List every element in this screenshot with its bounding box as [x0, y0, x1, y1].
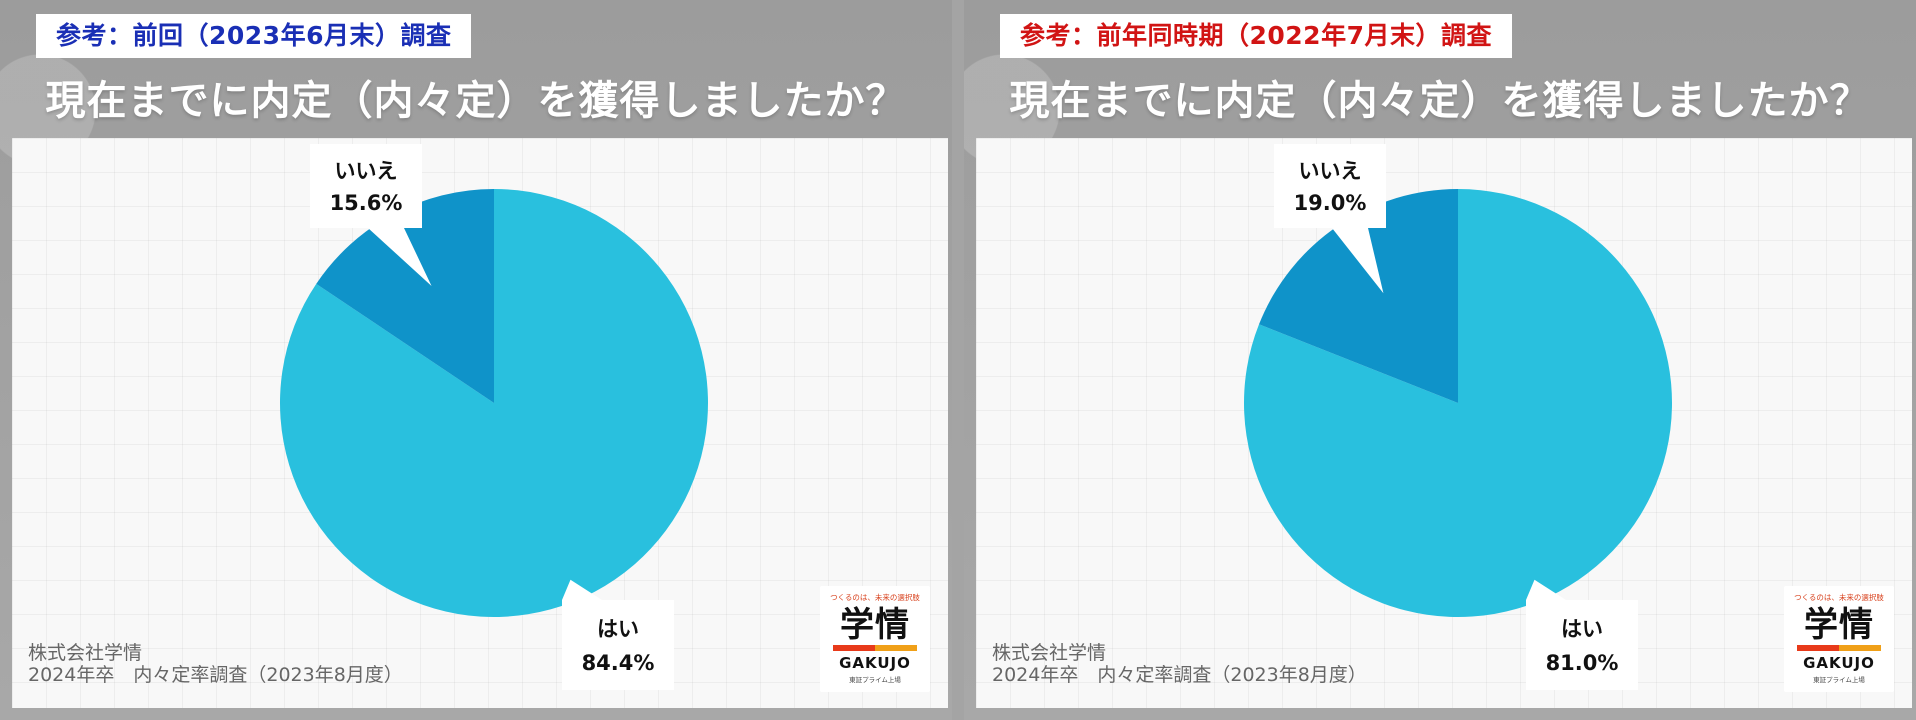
gakujo-logo: つくるのは、未来の選択肢 学情 GAKUJO 東証プライム上場: [1784, 586, 1894, 692]
footer-survey-name: 2024年卒 内々定率調査（2023年8月度）: [28, 664, 403, 686]
pie-label-yes: はい: [597, 617, 639, 641]
logo-wordmark: GAKUJO: [1803, 654, 1875, 672]
logo-mark: 学情: [1804, 605, 1874, 645]
logo-mark: 学情: [840, 605, 910, 645]
pie-value-yes: 81.0%: [1546, 651, 1619, 675]
logo-color-bar: [833, 645, 917, 651]
chart-area: いいえ 19.0% はい 81.0% 株式会社学情 2024年卒 内々定率調査（202…: [976, 138, 1912, 708]
gakujo-logo: つくるのは、未来の選択肢 学情 GAKUJO 東証プライム上場: [820, 586, 930, 692]
chart-title: 現在までに内定（内々定）を獲得しましたか？: [1009, 78, 1871, 124]
footer-survey-name: 2024年卒 内々定率調査（2023年8月度）: [992, 664, 1367, 686]
pie-label-no: いいえ: [335, 159, 398, 183]
logo-listing: 東証プライム上場: [849, 676, 901, 684]
chart-area: いいえ 15.6% はい 84.4% 株式会社学情 2024年卒 内々定率調査（202…: [12, 138, 948, 708]
pie-value-no: 15.6%: [330, 191, 403, 215]
footer-company: 株式会社学情: [992, 642, 1107, 664]
callout-no: [1274, 144, 1386, 294]
pie-slice-no: [1259, 189, 1458, 403]
chart-title: 現在までに内定（内々定）を獲得しましたか？: [45, 78, 907, 124]
logo-tagline: つくるのは、未来の選択肢: [1794, 593, 1884, 602]
callout-yes: [562, 579, 674, 690]
footer-credit: 株式会社学情 2024年卒 内々定率調査（2023年8月度）: [992, 642, 1367, 686]
callout-yes: [1526, 579, 1638, 690]
footer-company: 株式会社学情: [28, 642, 143, 664]
panel-previous-survey: 参考：前回（2023年6月末）調査 現在までに内定（内々定）を獲得しましたか？ …: [0, 0, 952, 720]
panel-prior-year-survey: 参考：前年同時期（2022年7月末）調査 現在までに内定（内々定）を獲得しました…: [964, 0, 1916, 720]
pie-value-no: 19.0%: [1294, 191, 1367, 215]
logo-color-bar: [1797, 645, 1881, 651]
reference-tag: 参考：前年同時期（2022年7月末）調査: [1000, 14, 1512, 58]
logo-wordmark: GAKUJO: [839, 654, 911, 672]
pie-value-yes: 84.4%: [582, 651, 655, 675]
callout-no: [310, 144, 432, 286]
pie-chart: いいえ 19.0% はい 81.0%: [1244, 144, 1672, 690]
pie-slice-yes: [279, 189, 708, 617]
pie-label-yes: はい: [1561, 617, 1603, 641]
logo-tagline: つくるのは、未来の選択肢: [830, 593, 920, 602]
pie-slice-no: [316, 189, 494, 403]
pie-chart: いいえ 15.6% はい 84.4%: [279, 144, 708, 690]
pie-label-no: いいえ: [1299, 159, 1362, 183]
logo-listing: 東証プライム上場: [1813, 676, 1865, 684]
reference-tag: 参考：前回（2023年6月末）調査: [36, 14, 472, 58]
footer-credit: 株式会社学情 2024年卒 内々定率調査（2023年8月度）: [28, 642, 403, 686]
